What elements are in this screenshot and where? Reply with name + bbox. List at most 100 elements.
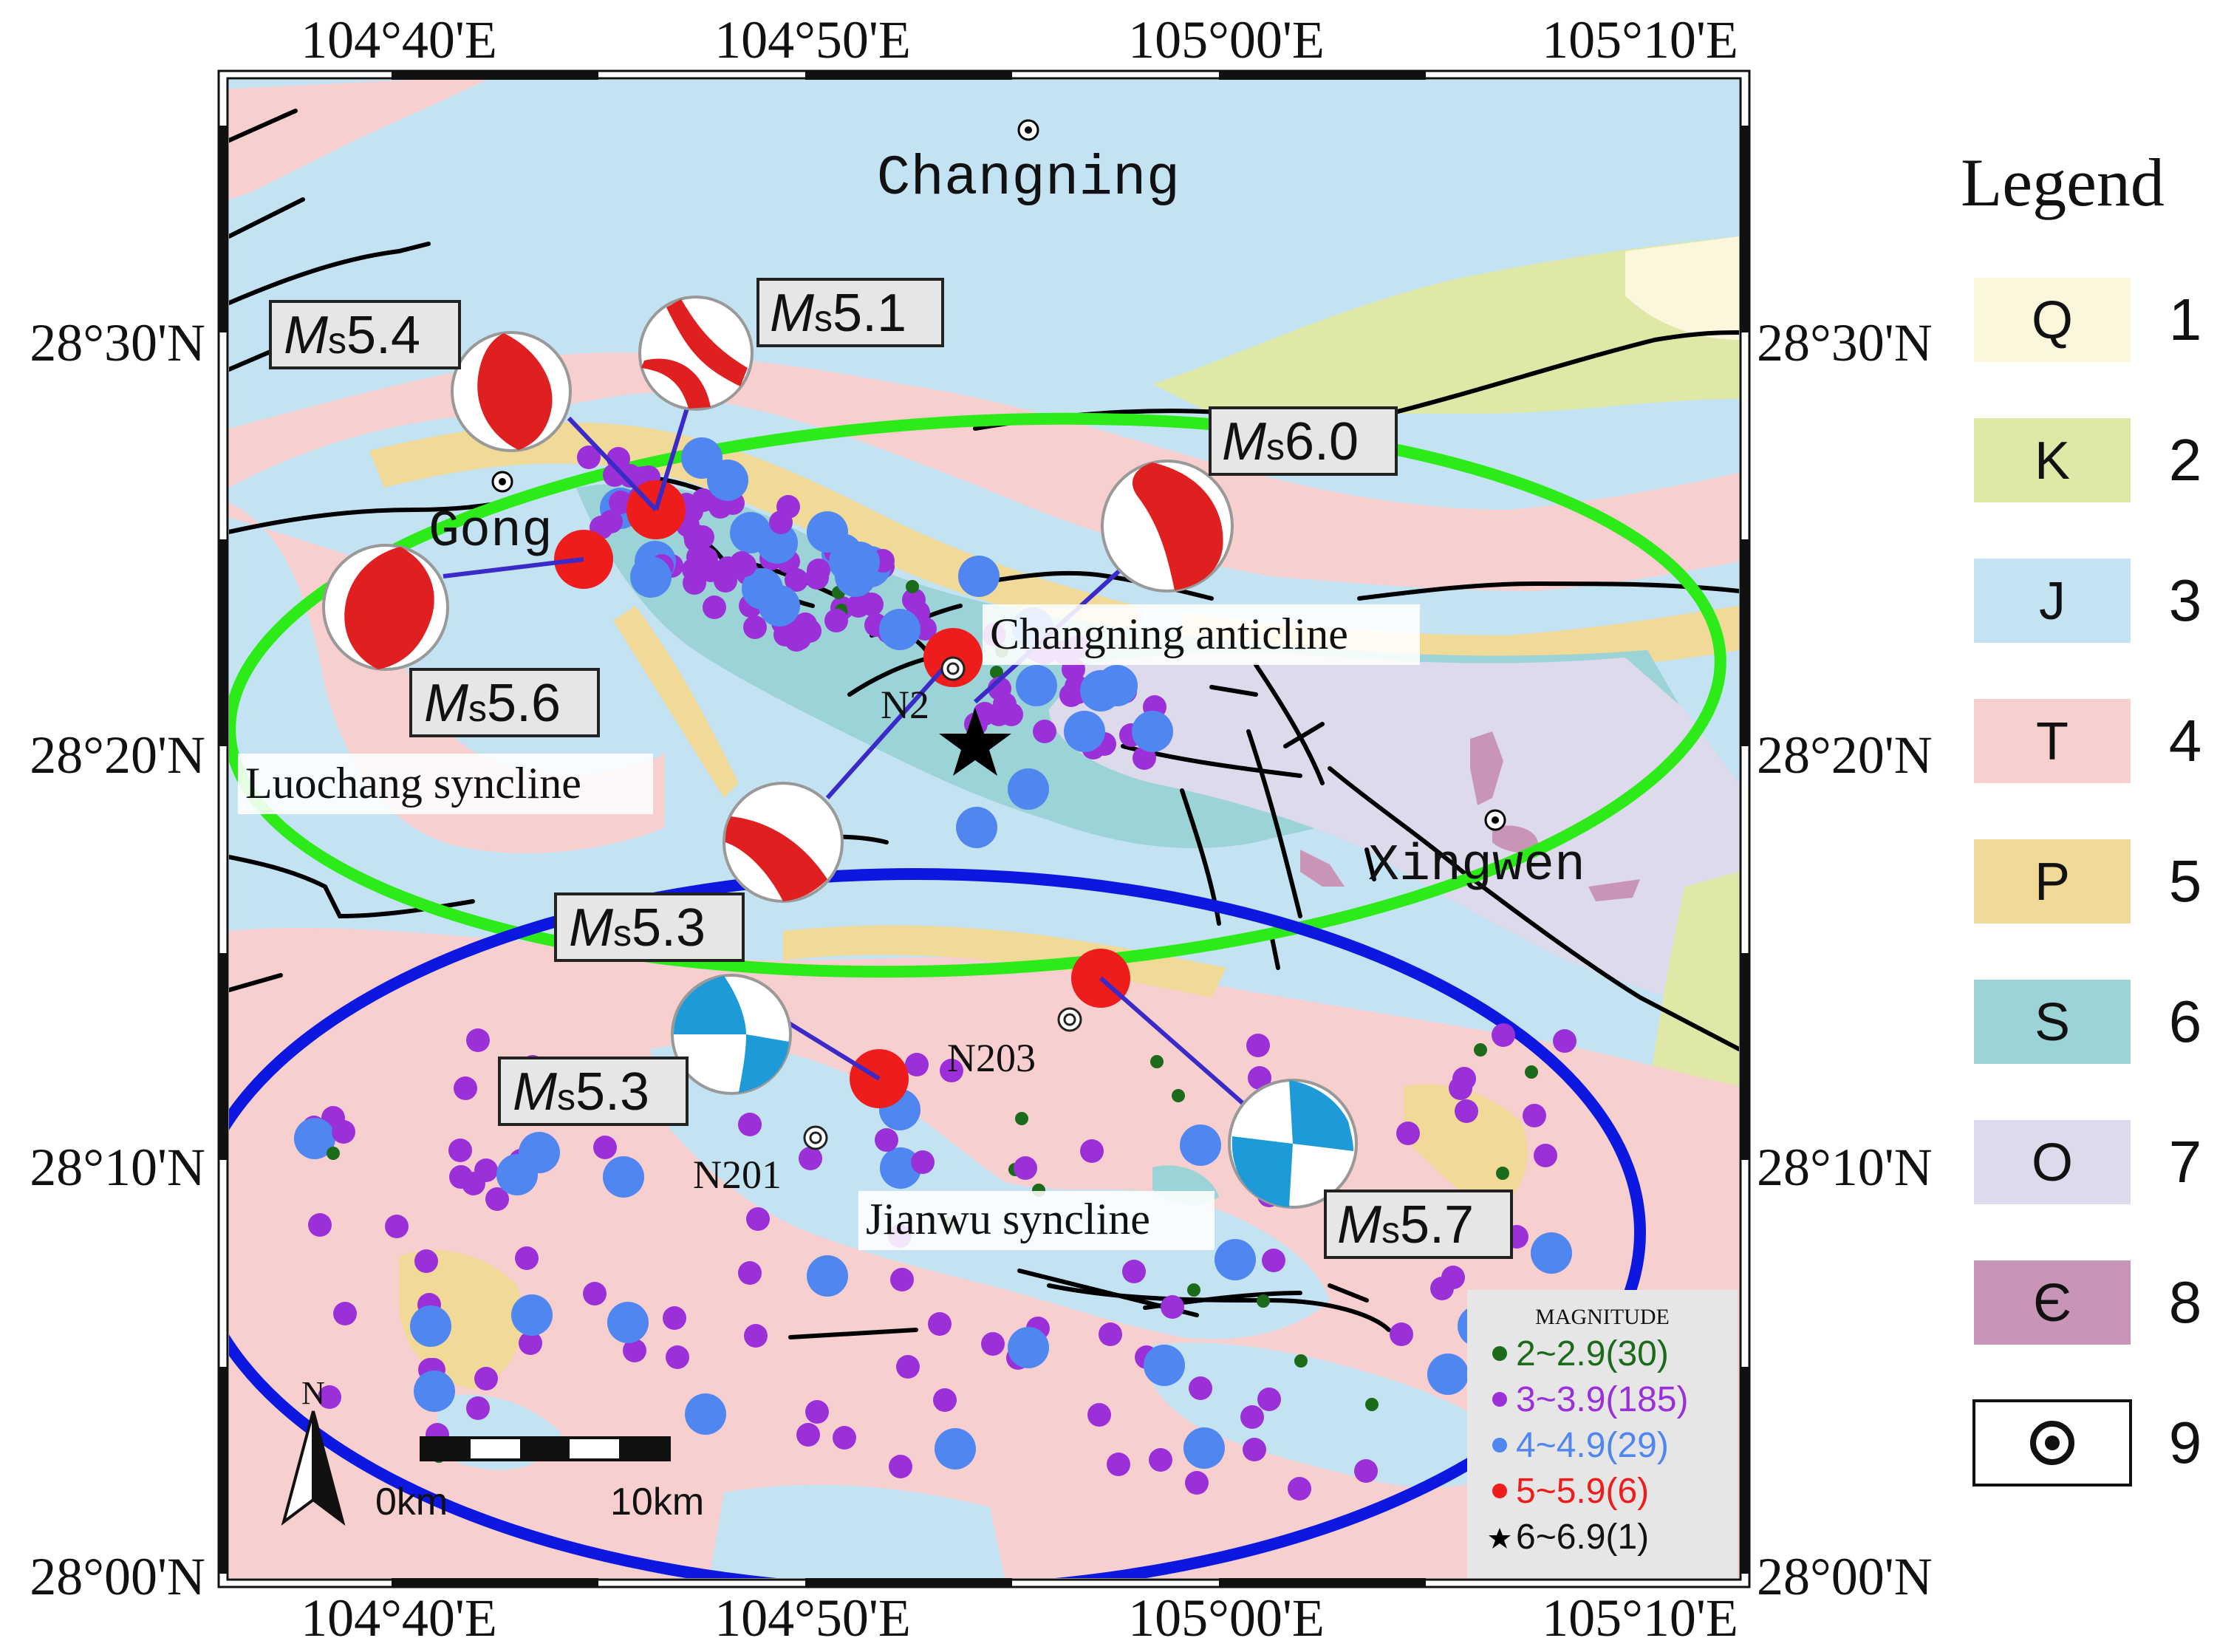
earthquake-event-dot [414,1371,455,1412]
y-tick-left-1: 28°20'N [30,726,205,785]
earthquake-event-dot [1014,1156,1037,1180]
mag-box-ms53b: Ms5.3 [498,1057,689,1126]
geology-p-south-1 [783,925,1226,997]
svg-text:Ms5.6: Ms5.6 [424,674,561,733]
scale-bar-end-label: 10km [610,1481,704,1523]
beachball-ms53b-icon [671,974,792,1095]
scale-bar-start-label: 0km [375,1481,448,1523]
earthquake-event-dot [1396,1122,1420,1145]
geology-cambrian-patch-4 [1588,879,1640,901]
x-tick-bottom-3: 105°10'E [1542,1588,1738,1648]
town-label-changning: Changning [877,147,1180,211]
geology-p-south-2 [399,1250,523,1389]
earthquake-event-dot [1080,1139,1104,1163]
earthquake-event-dot [1523,1104,1546,1127]
earthquake-event-dot [911,1150,935,1174]
earthquake-event-dot [466,1028,490,1052]
earthquake-event-dot [1246,1034,1270,1057]
mag-box-ms54: Ms5.4 [269,300,461,369]
x-tick-bottom-1: 104°50'E [714,1588,911,1648]
legend-swatch-4 [1974,699,2131,783]
earthquake-event-dot [707,460,748,501]
earthquake-event-dot [466,1396,490,1420]
legend-number-4: 4 [2169,708,2202,774]
earthquake-event-dot [805,1400,829,1424]
earthquake-event-dot [1455,1099,1478,1123]
geology-o-core [1049,652,1739,1020]
legend-swatch-1 [1974,278,2131,362]
earthquake-event-dot [807,511,848,553]
y-tick-right-0: 28°30'N [1757,313,1933,372]
x-tick-top-2: 105°00'E [1128,10,1325,69]
earthquake-event-dot [805,566,829,590]
earthquake-event-dot [824,609,848,632]
y-tick-right-2: 28°10'N [1757,1138,1933,1197]
magnitude-legend-entry-3: 5~5.9(6) [1516,1472,1649,1511]
earthquake-event-dot [835,556,876,597]
earthquake-event-dot [958,556,1000,597]
magnitude-legend-entry-1: 3~3.9(185) [1516,1380,1689,1419]
earthquake-event-dot [880,1147,921,1189]
earthquake-event-dot [756,522,798,564]
earthquake-event-dot [1033,720,1056,743]
earthquake-event-dot [746,1207,770,1231]
earthquake-event-dot [663,1306,686,1330]
magnitude-legend: MAGNITUDE 2~2.9(30) 3~3.9(185) 4~4.9(29)… [1467,1290,1738,1578]
legend-code-7: O [2032,1133,2073,1192]
earthquake-event-dot [1185,1471,1209,1495]
luochang-label-bg [238,754,653,814]
earthquake-event-dot [940,1059,963,1082]
earthquake-event-dot [1187,1283,1200,1297]
earthquake-event-dot [1133,746,1156,770]
station-label-n203: N203 [947,1036,1036,1080]
earthquake-event-dot [1161,1295,1184,1319]
earthquake-event-dot [933,1388,957,1412]
geology-p-north [369,422,1138,635]
earthquake-event-dot [1430,1277,1454,1300]
legend-code-5: P [2035,853,2070,912]
earthquake-event-dot [1000,703,1023,726]
earthquake-event-dot [1107,1453,1130,1476]
concentric-circle-town-icon [2030,1421,2074,1465]
legend-swatch-8 [1974,1260,2131,1345]
earthquake-event-dot [1354,1459,1378,1483]
earthquake-event-dot [889,1455,912,1478]
earthquake-event-dot [1534,1144,1557,1167]
earthquake-event-dot [990,666,1003,679]
earthquake-event-dot [1149,1448,1172,1472]
earthquake-event-dot [1288,1477,1311,1501]
x-tick-top-1: 104°50'E [714,10,911,69]
earthquake-event-dot [799,1147,822,1170]
beachball-ms60-icon [1101,460,1234,593]
x-tick-bottom-0: 104°40'E [301,1588,497,1648]
earthquake-events [294,437,1577,1501]
blue-seismic-zone-ellipse [229,868,1646,1578]
earthquake-event-dot [793,615,816,638]
svg-text:Ms6.0: Ms6.0 [1222,412,1359,471]
town-label-xingwen: Xingwen [1368,837,1585,895]
town-markers [491,119,1506,831]
legend-number-6: 6 [2169,989,2202,1054]
earthquake-event-dot [1008,1327,1049,1368]
earthquake-event-dot [1122,1260,1146,1283]
green-seismic-zone-ellipse [229,412,1726,978]
earthquake-event-dot [485,1187,509,1211]
earthquake-event-dot [785,568,808,592]
earthquake-event-dot [896,1355,920,1379]
legend-swatch-3 [1974,559,2131,643]
svg-text:Ms5.1: Ms5.1 [770,284,906,343]
earthquake-event-dot [1015,1112,1028,1125]
earthquake-event-dot [956,807,997,848]
earthquake-event-dot [1496,1167,1509,1180]
earthquake-event-dot [1257,1388,1281,1411]
earthquake-event-dot [1132,711,1173,752]
earthquake-event-dot [733,553,756,577]
earthquake-event-dot [875,1128,898,1152]
earthquake-event-dot [1449,1076,1472,1100]
earthquake-event-dot [454,1076,477,1100]
svg-text:Ms5.3: Ms5.3 [513,1062,649,1122]
legend-code-1: Q [2032,291,2073,350]
earthquake-event-dot [833,1426,856,1450]
geology-j-south-2 [1147,1342,1522,1488]
magnitude-legend-star-icon [1489,1528,1511,1549]
